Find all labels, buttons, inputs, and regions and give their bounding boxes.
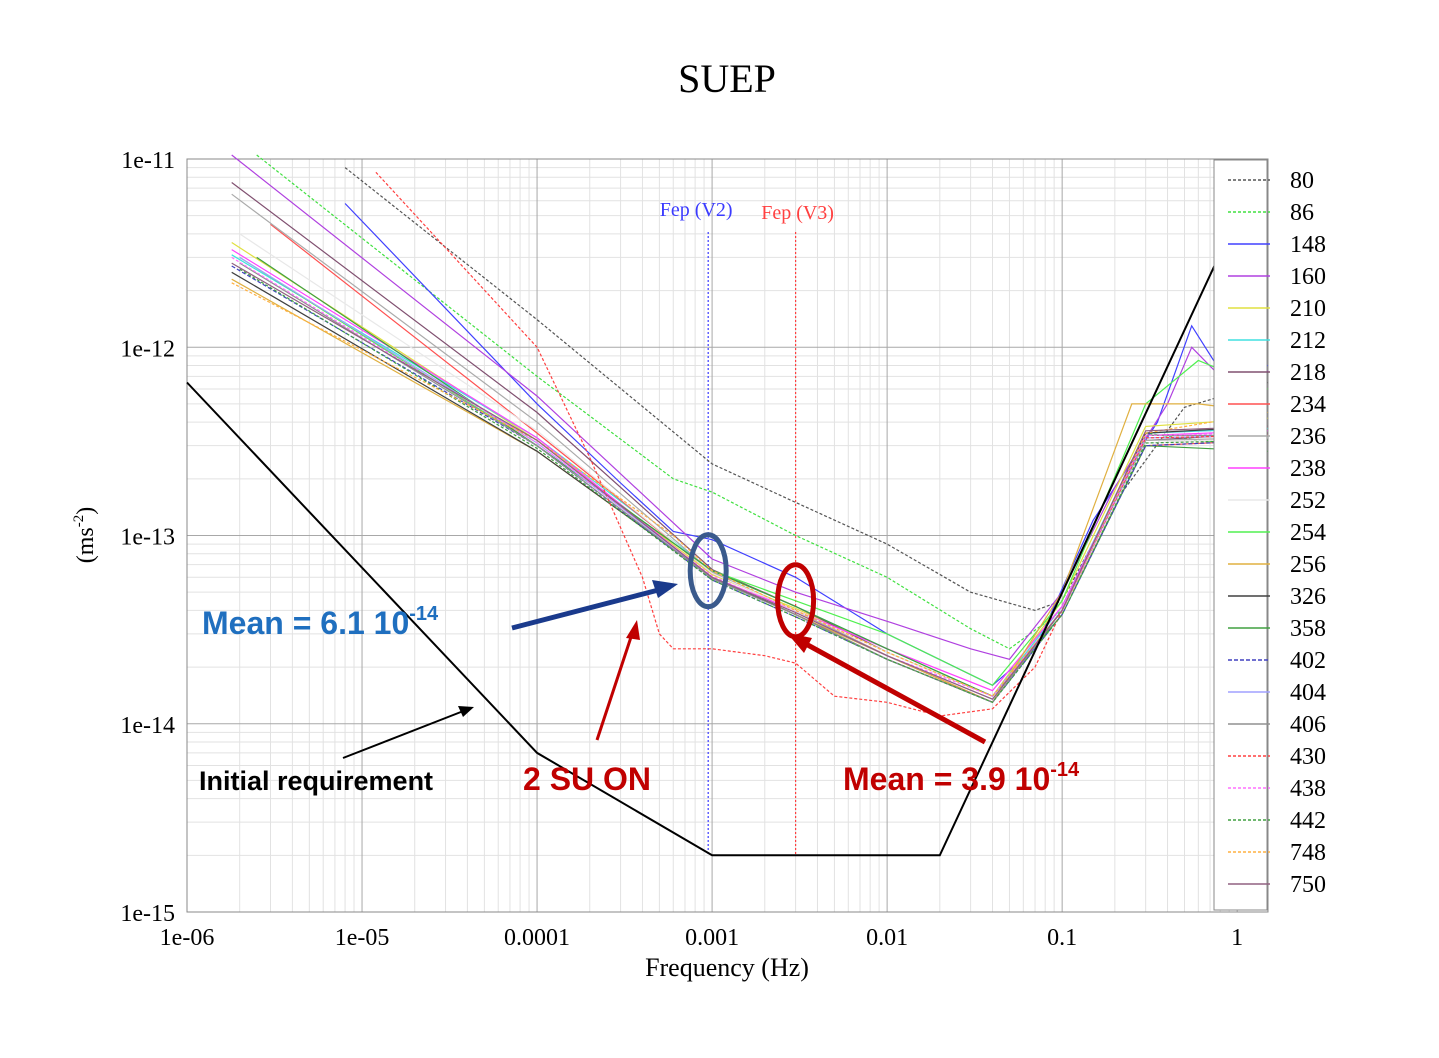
mean-v3-exp: -14 bbox=[1050, 759, 1080, 781]
mean-v2-arrowhead bbox=[652, 580, 678, 598]
requirement-arrow bbox=[342, 709, 467, 759]
mean-v3-text: Mean = 3.9 10 bbox=[843, 761, 1050, 797]
series-line-80 bbox=[344, 167, 1269, 612]
legend-entry: 254 bbox=[1290, 520, 1326, 546]
y-axis-label-close: ) bbox=[73, 507, 99, 515]
series-line-750 bbox=[231, 262, 1269, 700]
legend-entry: 160 bbox=[1290, 264, 1326, 290]
requirement-label: Initial requirement bbox=[199, 766, 433, 796]
y-tick-label: 1e-14 bbox=[120, 713, 175, 739]
legend: 80 86 148 160 210 212 218 234 236 238 252 254 256 326… bbox=[1228, 168, 1326, 898]
legend-entry: 86 bbox=[1290, 200, 1314, 226]
requirement-arrowhead bbox=[458, 706, 474, 717]
legend-entry: 234 bbox=[1290, 392, 1326, 418]
series-lines bbox=[231, 154, 1269, 717]
y-tick-label: 1e-12 bbox=[120, 336, 175, 362]
legend-entry: 406 bbox=[1290, 712, 1326, 738]
series-line-438 bbox=[231, 256, 1269, 697]
x-tick-label: 0.01 bbox=[866, 925, 908, 951]
plot-frame bbox=[186, 158, 1269, 913]
fep-marker-label: Fep (V3) bbox=[761, 202, 834, 224]
series-line-160 bbox=[231, 154, 1269, 660]
x-tick-label: 0.0001 bbox=[504, 925, 570, 951]
requirement-path bbox=[186, 193, 1249, 857]
x-tick-label: 0.1 bbox=[1047, 925, 1077, 951]
annotations: Mean = 6.1 10-14 Mean = 3.9 10-14 2 SU O… bbox=[199, 532, 1080, 797]
su-on-label: 2 SU ON bbox=[523, 761, 651, 797]
series-line-86 bbox=[256, 154, 1269, 650]
legend-entry: 358 bbox=[1290, 616, 1326, 642]
legend-entry: 750 bbox=[1290, 872, 1326, 898]
legend-entry: 748 bbox=[1290, 840, 1326, 866]
x-tick-label: 1e-05 bbox=[335, 925, 390, 951]
y-tick-label: 1e-13 bbox=[120, 525, 175, 551]
mean-v2-text: Mean = 6.1 10 bbox=[202, 605, 409, 641]
y-tick-label: 1e-11 bbox=[121, 148, 175, 174]
legend-entry: 256 bbox=[1290, 552, 1326, 578]
legend-entry: 210 bbox=[1290, 296, 1326, 322]
y-axis-label-exp: -2 bbox=[71, 515, 87, 528]
series-line-430 bbox=[375, 171, 1269, 717]
legend-box bbox=[1213, 159, 1268, 911]
mean-v2-ellipse bbox=[687, 532, 729, 610]
y-axis-label-main: (ms bbox=[73, 527, 99, 563]
mean-v3-arrow bbox=[793, 635, 987, 745]
legend-entry: 430 bbox=[1290, 744, 1326, 770]
mean-v2-arrow bbox=[511, 584, 671, 631]
legend-entry: 438 bbox=[1290, 776, 1326, 802]
su-on-arrowhead bbox=[626, 620, 640, 640]
x-tick-label: 1e-06 bbox=[160, 925, 215, 951]
y-tick-labels: 1e-11 1e-12 1e-13 1e-14 1e-15 bbox=[120, 148, 175, 927]
su-on-arrow bbox=[595, 627, 636, 741]
mean-v3-label: Mean = 3.9 10-14 bbox=[843, 759, 1080, 797]
y-tick-label: 1e-15 bbox=[120, 901, 175, 927]
mean-v2-label: Mean = 6.1 10-14 bbox=[202, 603, 439, 641]
legend-entry: 236 bbox=[1290, 424, 1326, 450]
fep-marker-label: Fep (V2) bbox=[660, 199, 733, 221]
legend-entry: 238 bbox=[1290, 456, 1326, 482]
series-line-442 bbox=[239, 268, 1269, 704]
legend-entry: 218 bbox=[1290, 360, 1326, 386]
mean-v2-exp: -14 bbox=[409, 603, 439, 625]
mean-v3-arrowhead bbox=[787, 633, 812, 653]
requirement-line bbox=[186, 193, 1249, 857]
legend-entry: 402 bbox=[1290, 648, 1326, 674]
legend-entry: 252 bbox=[1290, 488, 1326, 514]
x-tick-label: 0.001 bbox=[685, 925, 739, 951]
legend-entry: 442 bbox=[1290, 808, 1326, 834]
legend-entry: 80 bbox=[1290, 168, 1314, 194]
frequency-markers: Fep (V2) Fep (V3) bbox=[660, 199, 834, 855]
legend-entry: 148 bbox=[1290, 232, 1326, 258]
legend-entry: 404 bbox=[1290, 680, 1326, 706]
x-axis-label: Frequency (Hz) bbox=[645, 953, 809, 982]
legend-entry: 326 bbox=[1290, 584, 1326, 610]
chart-title: SUEP bbox=[678, 56, 776, 101]
x-tick-label: 1 bbox=[1231, 925, 1243, 951]
x-tick-labels: 1e-06 1e-05 0.0001 0.001 0.01 0.1 1 bbox=[160, 925, 1244, 951]
y-axis-label: (ms-2) bbox=[71, 507, 99, 564]
series-line-234 bbox=[270, 223, 1269, 704]
legend-entry: 212 bbox=[1290, 328, 1326, 354]
